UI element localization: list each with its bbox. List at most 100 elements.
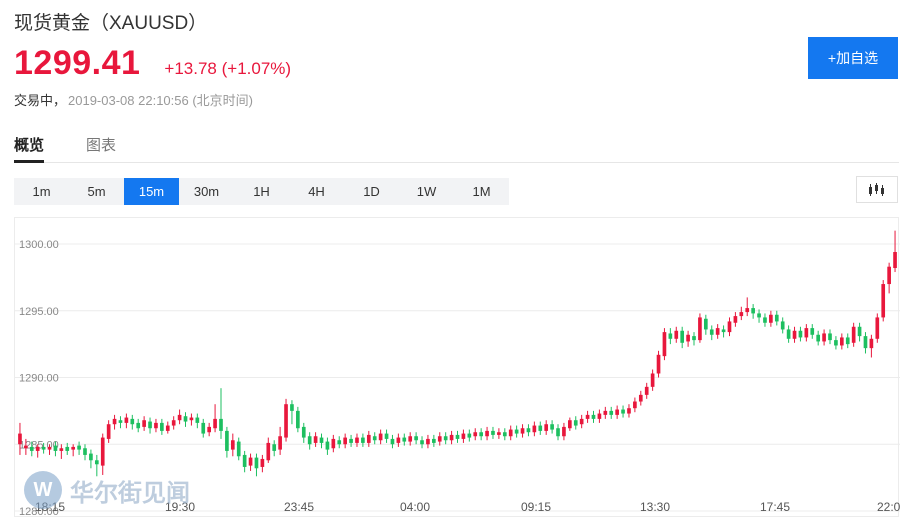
candle-body — [319, 437, 324, 443]
candle-body — [219, 418, 223, 431]
candle-body — [83, 448, 87, 455]
candle-body — [449, 434, 454, 441]
candle-body — [881, 284, 886, 318]
candle-body — [242, 454, 247, 467]
interval-30m[interactable]: 30m — [193, 184, 220, 199]
candle-body — [296, 410, 300, 429]
candle-body — [260, 458, 265, 467]
y-tick-label: 1280.00 — [19, 506, 59, 518]
x-tick-label: 13:30 — [640, 500, 670, 514]
candle-body — [662, 332, 667, 357]
candle-body — [839, 337, 844, 346]
candle-body — [473, 432, 478, 437]
candle-body — [621, 409, 625, 414]
candle-body — [106, 424, 111, 439]
x-tick-label: 04:00 — [400, 500, 430, 514]
candle-body — [638, 394, 643, 402]
price-chart[interactable]: 1300.001295.001290.001285.001280.0018:15… — [14, 217, 900, 518]
interval-1m[interactable]: 1m — [32, 184, 51, 199]
candle-body — [118, 420, 123, 423]
candle-body — [195, 417, 200, 423]
candle-body — [562, 426, 566, 437]
candle-body — [757, 313, 761, 318]
trading-status: 交易中， 2019-03-08 22:10:56 (北京时间) — [14, 90, 253, 109]
candle-body — [497, 432, 501, 435]
interval-5m[interactable]: 5m — [87, 184, 106, 199]
interval-1d[interactable]: 1D — [363, 184, 380, 199]
candle-body — [780, 321, 785, 330]
candle-body — [467, 433, 472, 438]
interval-1h[interactable]: 1H — [253, 184, 270, 199]
candle-body — [491, 430, 495, 435]
candle-body — [130, 418, 135, 425]
candle-body — [603, 410, 608, 415]
candle-body — [869, 338, 874, 349]
candle-body — [532, 425, 537, 433]
candle-body — [851, 326, 856, 343]
candle-body — [556, 428, 560, 437]
interval-1mo[interactable]: 1M — [472, 184, 491, 199]
price-row: 1299.41 +13.78 (+1.07%) — [14, 44, 291, 83]
candle-body — [538, 425, 543, 431]
candle-body — [248, 457, 253, 466]
candle-body — [656, 354, 661, 374]
interval-selector: 1m 5m 15m 30m 1H 4H 1D 1W 1M — [14, 178, 509, 205]
candle-body — [727, 321, 732, 333]
candle-body — [550, 424, 554, 430]
candle-body — [609, 410, 614, 415]
interval-15m[interactable]: 15m — [124, 178, 179, 205]
interval-1w[interactable]: 1W — [416, 184, 437, 199]
candle-body — [774, 314, 779, 322]
candle-body — [337, 440, 342, 445]
candle-body — [183, 416, 188, 422]
candle-body — [189, 417, 194, 421]
candle-body — [207, 426, 211, 433]
candle-body — [432, 438, 436, 443]
tab-chart[interactable]: 图表 — [86, 137, 117, 154]
candle-body — [272, 444, 277, 451]
candle-body — [834, 340, 838, 346]
candle-body — [739, 312, 744, 317]
candle-body — [266, 442, 271, 461]
candle-body — [568, 420, 572, 429]
candle-body — [236, 441, 241, 457]
watermark-text: 华尔街见闻 — [70, 477, 190, 507]
candle-body — [390, 438, 395, 445]
candle-body — [24, 445, 28, 449]
candle-body — [65, 446, 70, 451]
x-tick-label: 17:45 — [760, 500, 790, 514]
candle-body — [585, 414, 590, 419]
tab-overview[interactable]: 概览 — [14, 137, 45, 154]
candle-body — [284, 404, 288, 438]
candle-body — [378, 433, 383, 441]
candle-body — [89, 453, 93, 461]
candle-body — [704, 318, 708, 330]
candle-body — [650, 373, 655, 387]
candle-body — [361, 437, 365, 443]
candle-body — [591, 414, 596, 419]
candle-body — [674, 330, 679, 339]
candle-body — [278, 436, 282, 450]
interval-4h[interactable]: 4H — [308, 184, 325, 199]
candle-body — [715, 328, 720, 335]
candle-body — [822, 333, 826, 342]
candle-body — [526, 428, 531, 433]
candle-body — [804, 328, 809, 338]
candle-body — [615, 409, 619, 415]
candle-body — [810, 328, 815, 335]
candle-body — [100, 437, 105, 466]
candle-body — [698, 317, 702, 341]
candle-body — [426, 438, 430, 445]
candle-body — [94, 460, 99, 465]
candle-body — [331, 438, 336, 449]
candle-body — [786, 329, 791, 339]
candle-body — [887, 266, 891, 285]
candle-body — [349, 438, 353, 443]
add-watchlist-button[interactable]: +加自选 — [808, 37, 898, 79]
candle-body — [154, 422, 158, 429]
candle-body — [201, 422, 206, 434]
candle-body — [384, 433, 389, 439]
chart-type-button[interactable] — [856, 176, 898, 203]
x-tick-label: 09:15 — [521, 500, 551, 514]
candle-body — [443, 436, 448, 441]
